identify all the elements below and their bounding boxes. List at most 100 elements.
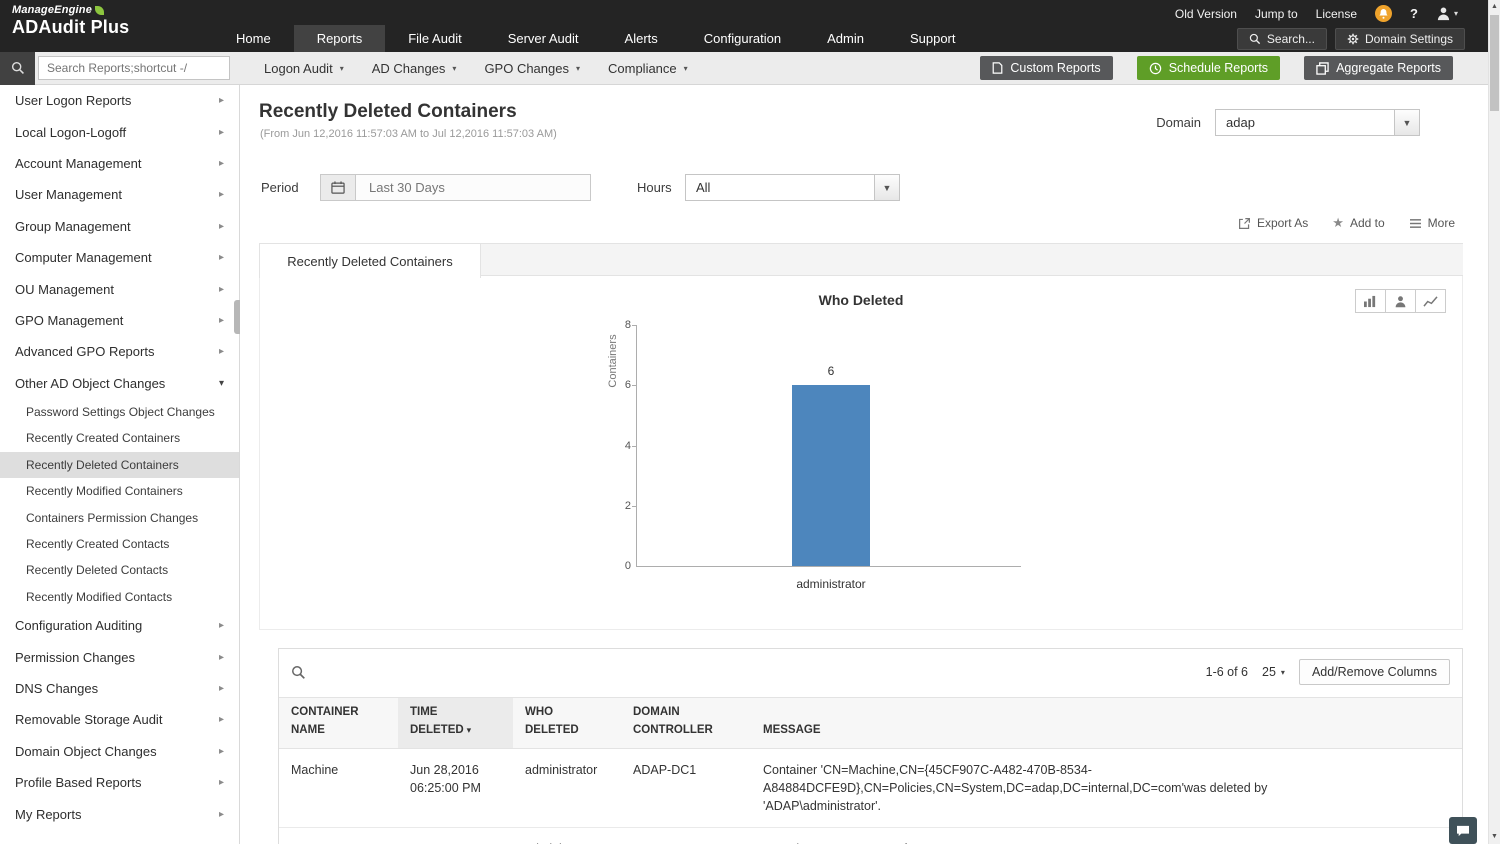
main-nav: Home Reports File Audit Server Audit Ale… xyxy=(213,25,979,52)
sidebar-item-user-logon-reports[interactable]: User Logon Reports ▸ xyxy=(0,85,239,116)
jump-to-link[interactable]: Jump to xyxy=(1254,6,1298,21)
column-header-time-deleted[interactable]: TIME DELETED ▾ xyxy=(398,698,513,748)
sidebar-item-recently-created-containers[interactable]: Recently Created Containers xyxy=(0,425,239,451)
sidebar-item-recently-modified-containers[interactable]: Recently Modified Containers xyxy=(0,478,239,504)
hours-select[interactable]: All ▼ xyxy=(685,174,900,201)
sidebar-collapse-handle[interactable] xyxy=(234,300,240,334)
column-header-message[interactable]: MESSAGE xyxy=(763,723,821,736)
nav-tab-support[interactable]: Support xyxy=(909,31,956,46)
vertical-scrollbar[interactable]: ▲ ▼ xyxy=(1488,0,1500,844)
report-search-input[interactable] xyxy=(38,56,230,80)
sidebar-item-advanced-gpo-reports[interactable]: Advanced GPO Reports ▸ xyxy=(0,336,239,367)
y-tick-label: 8 xyxy=(624,319,631,331)
scrollbar-thumb[interactable] xyxy=(1490,15,1499,111)
sort-desc-icon: ▾ xyxy=(466,724,472,735)
export-as-button[interactable]: Export As xyxy=(1238,216,1308,230)
menu-ad-changes[interactable]: AD Changes ▾ xyxy=(358,52,471,85)
chart-type-toggles xyxy=(1355,289,1446,313)
sidebar-item-computer-management[interactable]: Computer Management ▸ xyxy=(0,242,239,273)
user-icon xyxy=(1437,7,1450,21)
table-header-row: CONTAINER NAME TIME DELETED ▾ WHO DELETED… xyxy=(279,697,1462,749)
user-view-toggle-icon[interactable] xyxy=(1385,289,1416,313)
domain-select[interactable]: adap ▼ xyxy=(1215,109,1420,136)
sidebar-item-permission-changes[interactable]: Permission Changes ▸ xyxy=(0,641,239,672)
schedule-reports-button[interactable]: Schedule Reports xyxy=(1136,56,1281,80)
sidebar-item-recently-deleted-contacts[interactable]: Recently Deleted Contacts xyxy=(0,557,239,583)
y-tick-label: 6 xyxy=(624,379,631,392)
cell-message: Container 'CN=User,CN={45CF907C-A482-470… xyxy=(763,840,1328,844)
table-controls: 1-6 of 6 25 ▾ Add/Remove Columns xyxy=(279,649,1462,697)
sidebar-item-domain-object-changes[interactable]: Domain Object Changes ▸ xyxy=(0,736,239,767)
sidebar-item-label: GPO Management xyxy=(15,312,124,328)
nav-tab-reports[interactable]: Reports xyxy=(293,25,386,52)
sidebar-item-user-management[interactable]: User Management ▸ xyxy=(0,179,239,210)
column-header-who-deleted[interactable]: WHO DELETED xyxy=(525,706,579,736)
bar-chart-toggle-icon[interactable] xyxy=(1355,289,1386,313)
sidebar-item-containers-permission-changes[interactable]: Containers Permission Changes xyxy=(0,504,239,530)
sidebar-item-password-settings-object-changes[interactable]: Password Settings Object Changes xyxy=(0,399,239,425)
cell-message: Container 'CN=Machine,CN={45CF907C-A482-… xyxy=(763,762,1268,813)
sidebar-search-icon[interactable] xyxy=(0,51,35,85)
table-row: Machine Jun 28,2016 06:25:00 PM administ… xyxy=(279,749,1462,828)
top-header: ManageEngine ADAudit Plus Home Reports F… xyxy=(0,0,1488,52)
reports-toolbar: Logon Audit ▾ AD Changes ▾ GPO Changes ▾ Co… xyxy=(0,51,1488,85)
sidebar-item-other-ad-object-changes[interactable]: Other AD Object Changes ▾ xyxy=(0,368,239,399)
scroll-down-arrow[interactable]: ▼ xyxy=(1491,833,1498,840)
brand-logo[interactable]: ManageEngine ADAudit Plus xyxy=(12,4,129,37)
nav-tab-file-audit[interactable]: File Audit xyxy=(408,31,462,46)
custom-reports-button[interactable]: Custom Reports xyxy=(980,56,1113,80)
page-size-select[interactable]: 25 ▾ xyxy=(1262,665,1285,679)
table-search-icon[interactable] xyxy=(291,665,306,685)
tab-recently-deleted-containers[interactable]: Recently Deleted Containers xyxy=(259,244,481,278)
x-category-label: administrator xyxy=(796,577,866,591)
add-remove-columns-button[interactable]: Add/Remove Columns xyxy=(1298,659,1450,685)
more-button[interactable]: More xyxy=(1409,216,1455,230)
cell-domain-controller: ADAP-DC1 xyxy=(621,828,751,844)
sidebar-item-profile-based-reports[interactable]: Profile Based Reports ▸ xyxy=(0,767,239,798)
period-field[interactable]: Last 30 Days xyxy=(355,174,591,201)
old-version-link[interactable]: Old Version xyxy=(1174,6,1237,21)
sidebar-item-my-reports[interactable]: My Reports ▸ xyxy=(0,798,239,829)
column-header-domain-controller[interactable]: DOMAIN CONTROLLER xyxy=(633,706,713,736)
calendar-icon xyxy=(331,181,345,194)
sidebar-item-group-management[interactable]: Group Management ▸ xyxy=(0,211,239,242)
sidebar-item-dns-changes[interactable]: DNS Changes ▸ xyxy=(0,673,239,704)
sidebar-item-recently-created-contacts[interactable]: Recently Created Contacts xyxy=(0,531,239,557)
menu-compliance[interactable]: Compliance ▾ xyxy=(594,52,702,85)
menu-logon-audit[interactable]: Logon Audit ▾ xyxy=(250,52,358,85)
chevron-down-icon: ▾ xyxy=(1453,9,1458,18)
nav-tab-alerts[interactable]: Alerts xyxy=(624,31,658,46)
sidebar-item-local-logon-logoff[interactable]: Local Logon-Logoff ▸ xyxy=(0,116,239,147)
sidebar-item-label: Domain Object Changes xyxy=(15,743,157,759)
nav-tab-server-audit[interactable]: Server Audit xyxy=(507,31,579,46)
sidebar-item-removable-storage-audit[interactable]: Removable Storage Audit ▸ xyxy=(0,704,239,735)
aggregate-reports-button[interactable]: Aggregate Reports xyxy=(1304,56,1453,80)
sidebar-item-ou-management[interactable]: OU Management ▸ xyxy=(0,273,239,304)
scroll-up-arrow[interactable]: ▲ xyxy=(1491,3,1498,10)
nav-tab-home[interactable]: Home xyxy=(236,31,271,46)
sidebar-item-account-management[interactable]: Account Management ▸ xyxy=(0,148,239,179)
chevron-down-icon: ▾ xyxy=(1280,667,1285,677)
notification-bell-icon[interactable] xyxy=(1375,5,1393,22)
sidebar-item-gpo-management[interactable]: GPO Management ▸ xyxy=(0,305,239,336)
nav-tab-configuration[interactable]: Configuration xyxy=(703,31,782,46)
global-search-button[interactable]: Search... xyxy=(1236,28,1327,50)
sidebar-item-recently-deleted-containers[interactable]: Recently Deleted Containers xyxy=(0,451,239,479)
line-chart-toggle-icon[interactable] xyxy=(1415,289,1446,313)
sidebar-item-recently-modified-contacts[interactable]: Recently Modified Contacts xyxy=(0,584,239,610)
calendar-icon-button[interactable] xyxy=(320,174,356,201)
user-menu[interactable]: ▾ xyxy=(1436,6,1458,21)
menu-gpo-changes[interactable]: GPO Changes ▾ xyxy=(470,52,594,85)
page-size-value: 25 xyxy=(1262,665,1276,679)
report-actions: Export As ★ Add to More xyxy=(1238,215,1455,231)
chat-widget-button[interactable] xyxy=(1449,817,1477,844)
license-link[interactable]: License xyxy=(1315,6,1358,21)
nav-tab-admin[interactable]: Admin xyxy=(827,31,864,46)
domain-settings-button[interactable]: Domain Settings xyxy=(1334,28,1465,50)
column-header-container-name[interactable]: CONTAINER NAME xyxy=(291,706,359,736)
chart-bar[interactable] xyxy=(792,385,870,566)
add-to-button[interactable]: ★ Add to xyxy=(1332,215,1384,231)
sidebar-item-configuration-auditing[interactable]: Configuration Auditing ▸ xyxy=(0,610,239,641)
chevron-down-icon: ▾ xyxy=(452,63,457,73)
help-icon[interactable]: ? xyxy=(1410,6,1418,21)
